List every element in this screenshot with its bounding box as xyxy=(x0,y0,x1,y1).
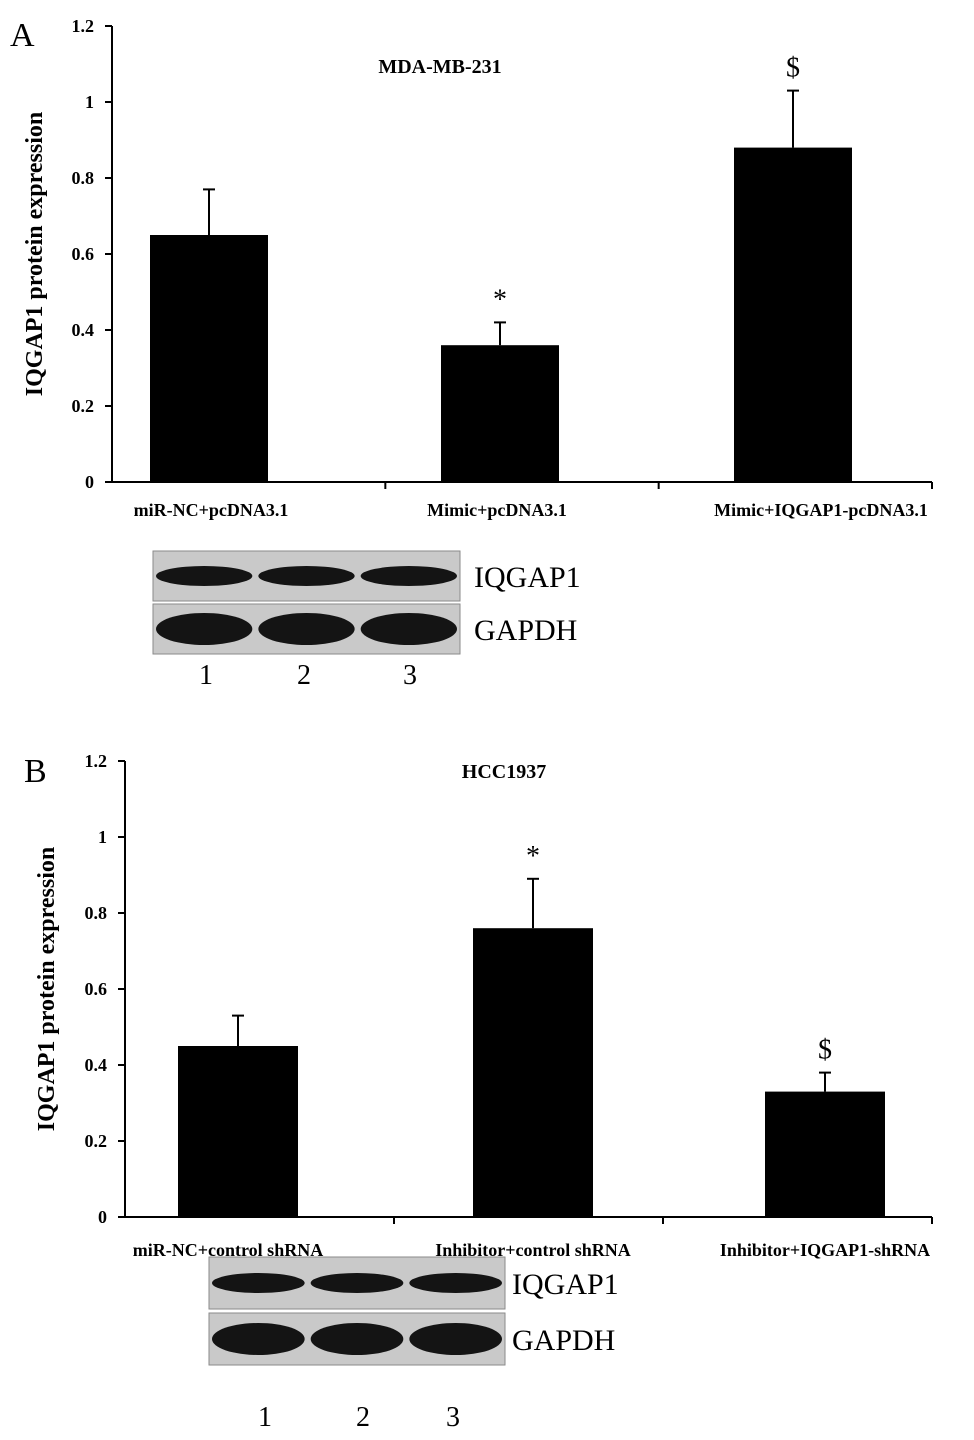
y-axis-label: IQGAP1 protein expression xyxy=(22,112,48,396)
bar-1 xyxy=(178,1046,298,1217)
lane-number: 1 xyxy=(199,660,213,691)
blot-band xyxy=(156,613,253,645)
blot-band xyxy=(258,613,355,645)
y-tick-label: 0.8 xyxy=(85,903,108,923)
y-tick-label: 0.6 xyxy=(72,244,95,264)
blot-row-label: GAPDH xyxy=(512,1324,615,1357)
blot-band xyxy=(409,1273,502,1293)
panel-letter: B xyxy=(24,753,47,790)
bar-2 xyxy=(473,928,593,1217)
y-tick-label: 0 xyxy=(85,472,94,492)
lane-number: 3 xyxy=(446,1402,460,1433)
category-label: Inhibitor+control shRNA xyxy=(435,1240,630,1260)
significance-marker: * xyxy=(493,284,507,315)
y-tick-label: 1 xyxy=(85,92,94,112)
chart-title: HCC1937 xyxy=(462,761,546,783)
blot-band xyxy=(212,1273,305,1293)
y-tick-label: 0.2 xyxy=(72,396,95,416)
western-blot: IQGAP1 GAPDH 1 2 3 xyxy=(208,1256,619,1433)
category-label: Mimic+pcDNA3.1 xyxy=(427,500,567,520)
blot-band xyxy=(360,566,458,586)
y-tick-label: 0.4 xyxy=(72,320,95,340)
significance-marker: $ xyxy=(786,53,800,84)
lane-number: 2 xyxy=(356,1402,370,1433)
blot-band xyxy=(310,1273,404,1293)
chart-panel-a: A 0 0.2 0.4 0.6 0.8 1 1.2 IQGAP1 protein express… xyxy=(10,16,933,691)
blot-band xyxy=(212,1323,305,1355)
category-label: Mimic+IQGAP1-pcDNA3.1 xyxy=(714,500,928,520)
western-blot: IQGAP1 GAPDH 1 2 3 xyxy=(152,550,581,691)
y-tick-label: 0 xyxy=(98,1207,107,1227)
significance-marker: $ xyxy=(818,1035,832,1066)
blot-band xyxy=(409,1323,502,1355)
panel-letter: A xyxy=(10,17,35,54)
y-tick-label: 0.6 xyxy=(85,979,108,999)
y-tick-label: 1 xyxy=(98,827,107,847)
y-axis-label: IQGAP1 protein expression xyxy=(34,847,60,1131)
blot-band xyxy=(156,566,253,586)
chart-panel-b: B 0 0.2 0.4 0.6 0.8 1 1.2 IQGAP1 protein express… xyxy=(24,751,933,1433)
chart-title: MDA-MB-231 xyxy=(378,56,501,78)
bar-1 xyxy=(150,235,268,482)
y-tick-label: 0.4 xyxy=(85,1055,108,1075)
category-label: miR-NC+control shRNA xyxy=(133,1240,323,1260)
blot-row-label: GAPDH xyxy=(474,614,577,647)
y-tick-label: 0.2 xyxy=(85,1131,108,1151)
lane-number: 3 xyxy=(403,660,417,691)
y-tick-label: 1.2 xyxy=(85,751,108,771)
blot-row-label: IQGAP1 xyxy=(474,561,581,594)
blot-band xyxy=(360,613,458,645)
bar-3 xyxy=(765,1091,885,1217)
significance-marker: * xyxy=(526,841,540,872)
blot-band xyxy=(258,566,355,586)
bar-2 xyxy=(441,345,559,482)
lane-number: 1 xyxy=(258,1402,272,1433)
blot-band xyxy=(310,1323,404,1355)
lane-number: 2 xyxy=(297,660,311,691)
category-label: Inhibitor+IQGAP1-shRNA xyxy=(720,1240,930,1260)
category-label: miR-NC+pcDNA3.1 xyxy=(134,500,289,520)
y-tick-label: 1.2 xyxy=(72,16,95,36)
y-tick-label: 0.8 xyxy=(72,168,95,188)
blot-row-label: IQGAP1 xyxy=(512,1268,619,1301)
bar-3 xyxy=(734,147,852,482)
